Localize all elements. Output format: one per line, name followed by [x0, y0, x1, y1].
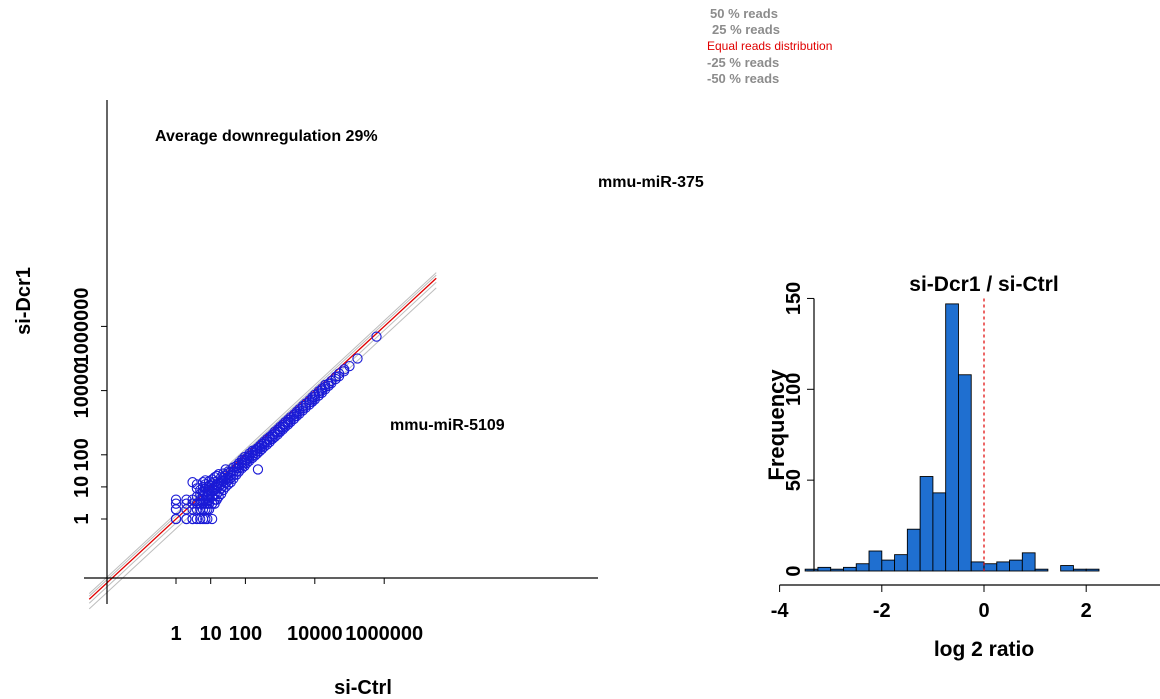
histogram-y-tick-label: 50	[783, 469, 805, 491]
data-point	[191, 504, 203, 515]
reference-legend: 50 % reads 25 % reads Equal reads distri…	[707, 6, 832, 86]
data-point	[191, 479, 203, 490]
data-point	[371, 331, 382, 342]
histogram-bar	[843, 566, 857, 572]
histogram-x-tick-labels: -4-2024	[771, 600, 1092, 622]
histogram-y-tick-label: 150	[783, 282, 805, 315]
x-tick-label: 10000	[287, 623, 343, 645]
data-point	[320, 384, 331, 395]
label-mmu-miR-5109: mmu-miR-5109	[390, 417, 505, 434]
y-tick-label: 1	[71, 513, 93, 524]
x-tick-label: 100	[229, 623, 262, 645]
histogram-bars	[804, 303, 1100, 572]
histogram-bar	[1009, 559, 1023, 572]
y-tick-label: 100	[71, 438, 93, 471]
data-point	[170, 498, 182, 509]
data-point	[206, 513, 218, 525]
histogram-y-axis-label: Frequency	[764, 369, 789, 481]
data-point	[241, 457, 252, 469]
data-point	[338, 364, 350, 375]
data-point	[269, 431, 280, 443]
x-axis-label: si-Ctrl	[334, 677, 392, 699]
y-tick-label: 1000000	[71, 287, 93, 365]
x-tick-label: 1000000	[345, 623, 423, 645]
data-point	[244, 452, 255, 464]
histogram-x-tick-label: 0	[978, 600, 989, 622]
histogram-x-tick-label: -4	[771, 600, 790, 622]
data-point	[233, 466, 245, 477]
histogram-bar	[1034, 568, 1049, 572]
histogram-bar	[983, 563, 998, 572]
histogram-bar	[1021, 552, 1036, 572]
data-point	[228, 466, 239, 477]
legend-equal-reads: Equal reads distribution	[707, 39, 832, 53]
histogram-bar	[894, 554, 908, 572]
reference-line-1	[88, 274, 437, 597]
histogram-x-tick-label: 2	[1081, 600, 1092, 622]
legend-minus50-reads: -50 % reads	[707, 71, 779, 86]
histogram-x-tick-label: -2	[873, 600, 891, 622]
data-point	[285, 414, 296, 425]
x-tick-label: 1	[170, 623, 181, 645]
data-point	[170, 504, 182, 515]
histogram-axes	[779, 297, 1160, 592]
data-point	[223, 479, 234, 490]
histogram-bar	[1060, 565, 1074, 572]
data-point	[288, 413, 300, 425]
scatter-points	[170, 331, 382, 525]
data-point	[282, 419, 294, 430]
reference-line-0	[88, 272, 437, 594]
histogram-bar	[945, 303, 959, 572]
histogram-bar	[1085, 568, 1100, 572]
data-point	[181, 513, 192, 525]
histogram-x-axis-label: log 2 ratio	[934, 638, 1034, 661]
histogram-bar	[855, 563, 870, 572]
histogram-y-tick-label: 0	[783, 565, 805, 576]
y-tick-label: 10	[71, 476, 93, 498]
x-tick-labels: 1 10 100 10000 1000000	[170, 623, 423, 645]
data-point	[344, 360, 355, 372]
histogram-bar	[996, 561, 1011, 572]
histogram-y-tick-label: 100	[783, 373, 805, 406]
label-mmu-miR-375: mmu-miR-375	[598, 174, 704, 191]
histogram-bar	[817, 566, 832, 572]
data-point	[352, 353, 363, 364]
legend-50-reads: 50 % reads	[710, 6, 778, 21]
histogram-bar	[830, 568, 844, 572]
histogram-bar	[906, 528, 921, 572]
data-point	[261, 439, 273, 450]
data-point	[282, 416, 294, 428]
histogram-y-tick-labels: 0 50 100 150	[783, 282, 805, 577]
histogram-bar	[919, 476, 934, 572]
data-point	[225, 477, 236, 488]
data-point	[330, 371, 341, 382]
histogram-bar	[970, 561, 985, 572]
legend-minus25-reads: -25 % reads	[707, 55, 779, 70]
legend-25-reads: 25 % reads	[712, 22, 780, 37]
data-point	[187, 513, 198, 525]
data-point	[252, 464, 264, 475]
y-axis-label: si-Dcr1	[13, 267, 35, 335]
y-tick-label: 10000	[71, 363, 93, 419]
histogram-bar	[1072, 568, 1087, 572]
x-tick-label: 10	[200, 623, 222, 645]
downregulation-annotation: Average downregulation 29%	[155, 128, 378, 145]
scatter-axes	[84, 100, 598, 604]
histogram-bar	[868, 550, 883, 572]
histogram-title: si-Dcr1 / si-Ctrl	[909, 273, 1058, 296]
histogram-bar	[881, 559, 896, 572]
histogram-bar	[932, 492, 947, 572]
histogram-bar	[958, 374, 972, 572]
data-point	[282, 414, 294, 425]
